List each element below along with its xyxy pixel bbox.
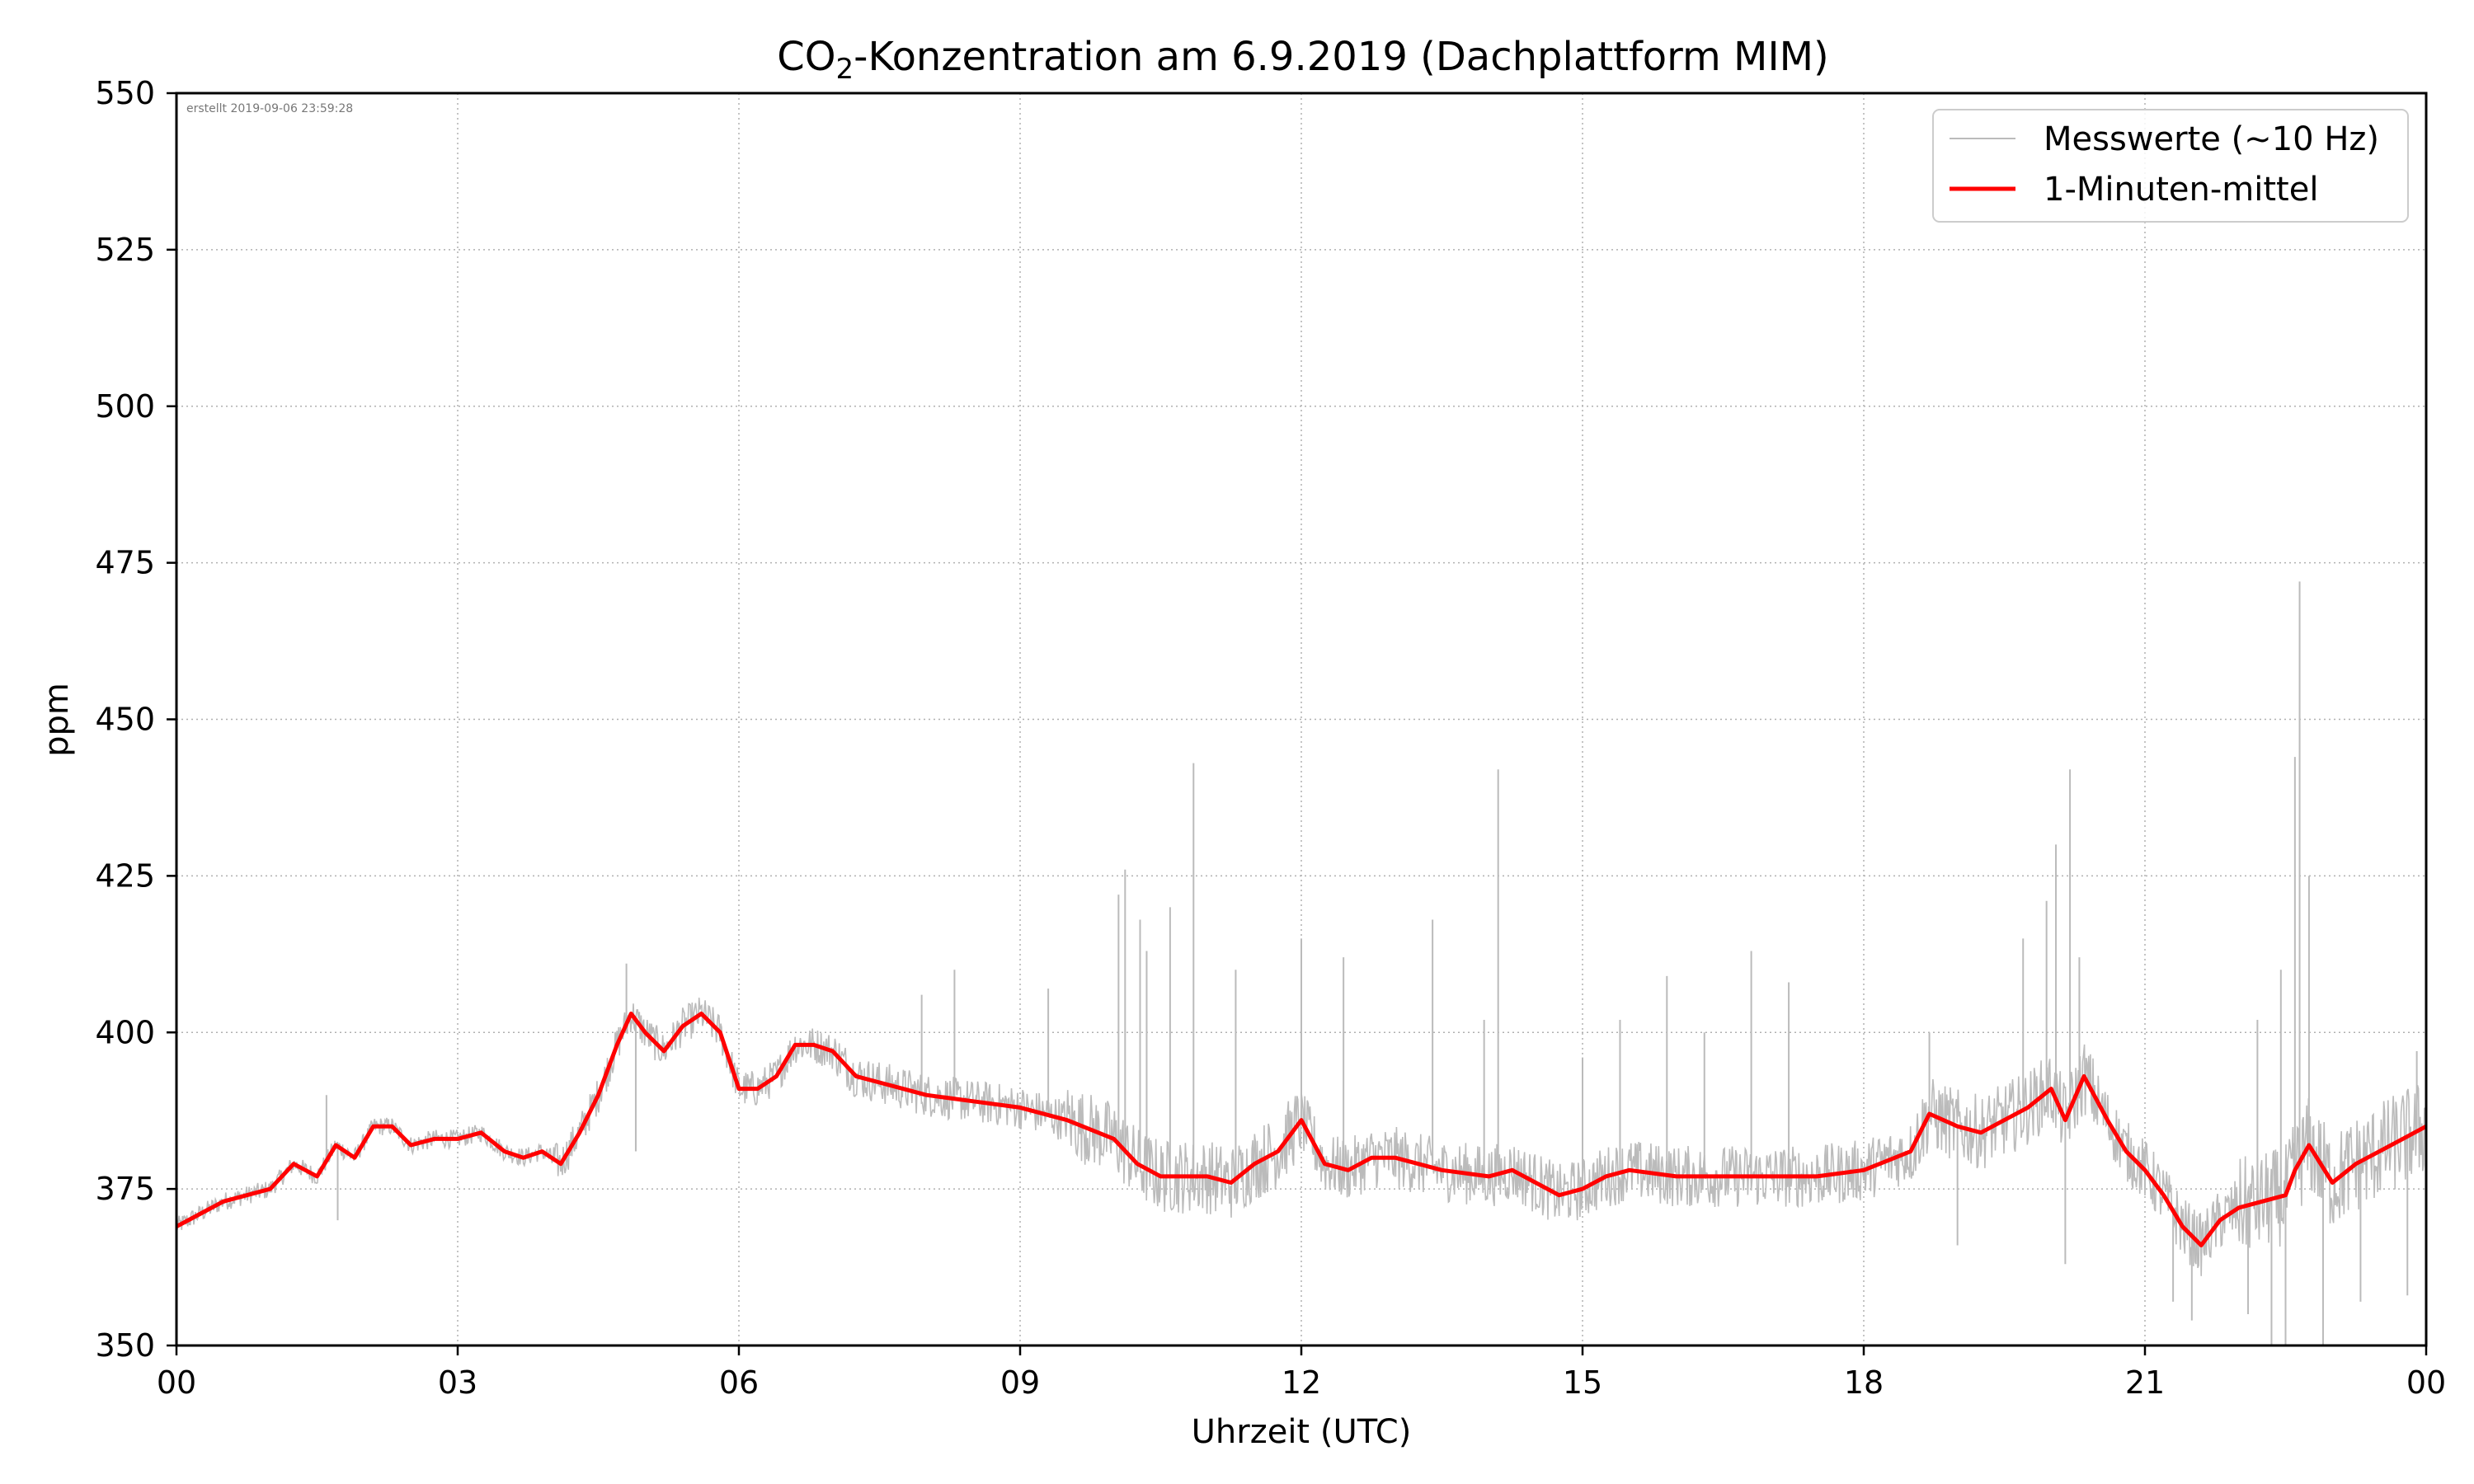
chart-title-subscript: 2 [836, 53, 854, 86]
y-axis-ticks: 350 375 400 425 450 475 500 525 550 [95, 75, 176, 1364]
x-tick-label: 09 [1000, 1364, 1040, 1401]
x-tick-label: 15 [1563, 1364, 1602, 1401]
chart-title: CO2-Konzentration am 6.9.2019 (Dachplatt… [777, 34, 1829, 86]
x-tick-label: 00 [2406, 1364, 2446, 1401]
creation-timestamp: erstellt 2019-09-06 23:59:28 [186, 102, 353, 115]
raw-measurements-series [176, 581, 2427, 1345]
one-minute-mean-series [175, 1012, 2428, 1247]
x-tick-label: 03 [438, 1364, 477, 1401]
chart-title-prefix: CO [777, 34, 835, 80]
x-axis-ticks: 00 03 06 09 12 15 18 21 00 [157, 1345, 2446, 1401]
x-axis-label: Uhrzeit (UTC) [1192, 1413, 1412, 1451]
x-tick-label: 18 [1844, 1364, 1884, 1401]
legend-mean-label: 1-Minuten-mittel [2044, 171, 2318, 209]
y-tick-label: 375 [95, 1171, 155, 1207]
legend-box [1932, 109, 2409, 223]
legend: Messwerte (~10 Hz) 1-Minuten-mittel [1932, 109, 2409, 223]
legend-raw-label: Messwerte (~10 Hz) [2044, 120, 2379, 158]
y-tick-label: 525 [95, 232, 155, 268]
x-tick-label: 21 [2125, 1364, 2165, 1401]
y-tick-label: 500 [95, 388, 155, 425]
x-tick-label: 12 [1282, 1364, 1321, 1401]
x-tick-label: 00 [157, 1364, 196, 1401]
y-tick-label: 475 [95, 545, 155, 581]
y-tick-label: 550 [95, 75, 155, 111]
x-tick-label: 06 [719, 1364, 759, 1401]
y-tick-label: 350 [95, 1327, 155, 1364]
y-tick-label: 400 [95, 1014, 155, 1050]
chart-title-suffix: -Konzentration am 6.9.2019 (Dachplattfor… [854, 34, 1829, 80]
y-axis-label: ppm [38, 683, 76, 757]
mean-line [175, 1012, 2428, 1247]
y-tick-label: 450 [95, 702, 155, 738]
y-tick-label: 425 [95, 857, 155, 894]
